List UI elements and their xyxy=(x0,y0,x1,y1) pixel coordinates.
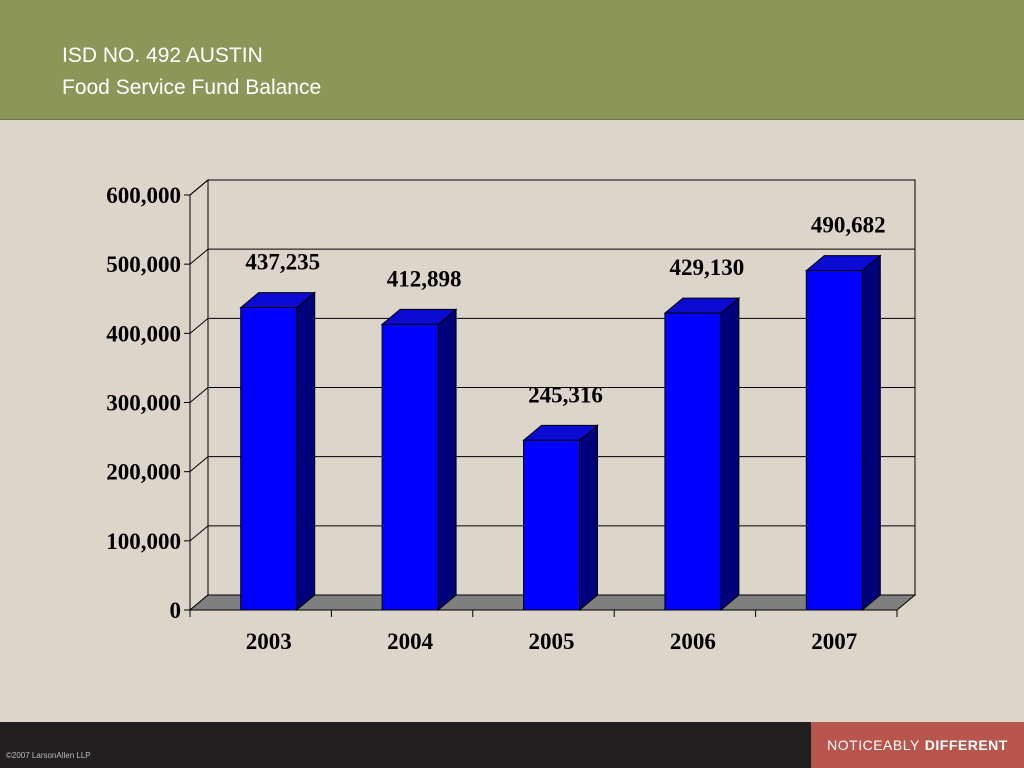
y-tick-label: 200,000 xyxy=(106,460,181,485)
x-tick-label: 2005 xyxy=(529,629,575,654)
data-label: 412,898 xyxy=(387,266,462,291)
data-label: 490,682 xyxy=(811,213,886,238)
x-tick-label: 2006 xyxy=(670,629,716,654)
bar-side xyxy=(579,424,598,612)
bar-front xyxy=(240,307,298,611)
gridline-side xyxy=(189,525,209,542)
gridline-side xyxy=(189,248,209,265)
tagline-bold: DIFFERENT xyxy=(924,737,1008,753)
bar-2003 xyxy=(239,291,317,612)
gridline-side xyxy=(189,456,209,473)
chart-bars xyxy=(239,254,882,612)
slide-header: ISD NO. 492 AUSTIN Food Service Fund Bal… xyxy=(0,0,1024,120)
gridline-side xyxy=(189,179,209,196)
y-tick-label: 0 xyxy=(170,598,182,623)
tagline-light: NOTICEABLY xyxy=(827,737,920,753)
bar-2006 xyxy=(663,297,741,612)
copyright-text: ©2007 LarsonAllen LLP xyxy=(6,751,91,760)
data-label: 245,316 xyxy=(528,382,603,407)
bar-front xyxy=(381,323,439,611)
gridline-side xyxy=(189,317,209,334)
x-tick-label: 2007 xyxy=(811,629,857,654)
tagline-badge: NOTICEABLY DIFFERENT xyxy=(811,722,1024,768)
slide-title-line2: Food Service Fund Balance xyxy=(62,76,322,99)
bar-side xyxy=(296,291,316,612)
slide-footer: ©2007 LarsonAllen LLP NOTICEABLY DIFFERE… xyxy=(0,722,1024,768)
gridline-side xyxy=(189,387,209,403)
bar-side xyxy=(861,254,881,612)
x-axis: 2003 2004 2005 2006 2007 xyxy=(189,609,898,654)
bar-2007 xyxy=(804,254,882,612)
x-tick-label: 2004 xyxy=(387,629,434,654)
x-tick-label: 2003 xyxy=(246,629,292,654)
data-labels: 437,235 412,898 245,316 429,130 490,682 xyxy=(245,213,885,408)
y-tick-label: 600,000 xyxy=(106,183,181,208)
y-tick-label: 300,000 xyxy=(106,391,181,416)
bar-2004 xyxy=(380,308,458,612)
slide-title-line1: ISD NO. 492 AUSTIN xyxy=(62,44,263,67)
y-tick-label: 500,000 xyxy=(106,252,181,277)
y-axis: 0 100,000 200,000 300,000 400,000 500,000 600,… xyxy=(106,183,191,623)
bar-front xyxy=(664,312,722,611)
bar-front xyxy=(523,439,580,611)
bar-2005 xyxy=(522,424,599,612)
data-label: 437,235 xyxy=(245,250,320,275)
data-label: 429,130 xyxy=(670,255,745,280)
bar-side xyxy=(720,297,740,612)
bar-front xyxy=(805,270,863,611)
y-tick-label: 100,000 xyxy=(106,529,181,554)
bar-side xyxy=(437,308,457,612)
y-tick-label: 400,000 xyxy=(106,321,181,346)
